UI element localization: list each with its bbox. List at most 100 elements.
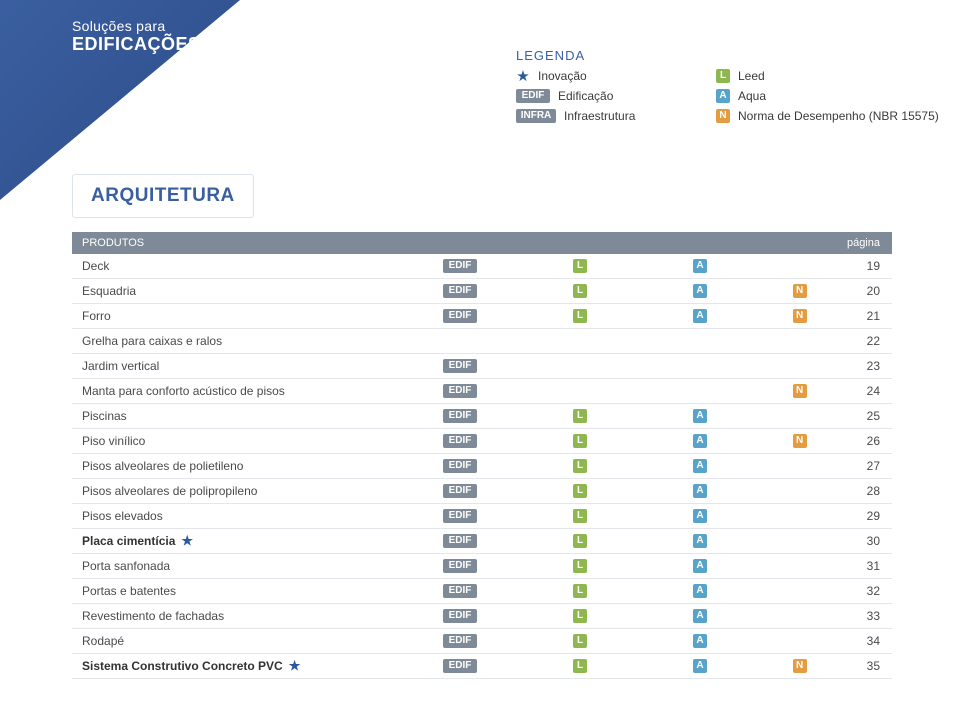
product-name-text: Grelha para caixas e ralos bbox=[82, 334, 222, 348]
product-name-cell: Esquadria bbox=[72, 284, 400, 298]
page-number: 29 bbox=[867, 509, 880, 523]
row-tail: 28 bbox=[760, 484, 892, 498]
page-number: 22 bbox=[867, 334, 880, 348]
product-name: Placa cimentícia★ bbox=[82, 533, 400, 549]
product-name-cell: Placa cimentícia★ bbox=[72, 533, 400, 549]
page-number: 21 bbox=[867, 309, 880, 323]
product-name-cell: Portas e batentes bbox=[72, 584, 400, 598]
product-name-text: Manta para conforto acústico de pisos bbox=[82, 384, 285, 398]
page-number: 25 bbox=[867, 409, 880, 423]
leed-cell: L bbox=[520, 434, 640, 448]
edif-badge: EDIF bbox=[443, 359, 477, 373]
table-row: Pisos alveolares de polipropilenoEDIFLA2… bbox=[72, 479, 892, 504]
leed-cell: L bbox=[520, 284, 640, 298]
aqua-badge: A bbox=[693, 434, 707, 448]
leed-cell: L bbox=[520, 309, 640, 323]
edif-badge: EDIF bbox=[443, 534, 477, 548]
legend-item: ★Inovação bbox=[516, 69, 716, 83]
aqua-cell: A bbox=[640, 259, 760, 273]
section-title-box: ARQUITETURA bbox=[72, 174, 254, 218]
aqua-cell: A bbox=[640, 634, 760, 648]
product-name-text: Pisos alveolares de polietileno bbox=[82, 459, 243, 473]
page-number: 32 bbox=[867, 584, 880, 598]
edif-badge: EDIF bbox=[443, 509, 477, 523]
leed-badge: L bbox=[573, 284, 587, 298]
row-tail: 31 bbox=[760, 559, 892, 573]
header-title: EDIFICAÇÕES bbox=[72, 34, 201, 55]
leed-cell: L bbox=[520, 584, 640, 598]
row-tail: N 24 bbox=[760, 384, 892, 398]
product-name-text: Pisos alveolares de polipropileno bbox=[82, 484, 257, 498]
header-subtitle: Soluções para bbox=[72, 18, 201, 34]
row-tail: 25 bbox=[760, 409, 892, 423]
edif-badge: EDIF bbox=[443, 284, 477, 298]
product-name: Pisos alveolares de polipropileno bbox=[82, 484, 400, 498]
aqua-badge: A bbox=[693, 409, 707, 423]
edif-cell: EDIF bbox=[400, 384, 520, 398]
edif-badge: EDIF bbox=[443, 384, 477, 398]
page-number: 24 bbox=[867, 384, 880, 398]
product-name-cell: Revestimento de fachadas bbox=[72, 609, 400, 623]
product-name: Jardim vertical bbox=[82, 359, 400, 373]
edif-badge: EDIF bbox=[443, 634, 477, 648]
edif-badge: EDIF bbox=[443, 459, 477, 473]
legend-label: Inovação bbox=[538, 69, 587, 83]
product-name: Sistema Construtivo Concreto PVC★ bbox=[82, 658, 400, 674]
star-icon: ★ bbox=[181, 533, 193, 549]
product-name-cell: Manta para conforto acústico de pisos bbox=[72, 384, 400, 398]
edif-cell: EDIF bbox=[400, 434, 520, 448]
edif-cell: EDIF bbox=[400, 259, 520, 273]
edif-cell: EDIF bbox=[400, 659, 520, 673]
aqua-cell: A bbox=[640, 409, 760, 423]
product-name: Porta sanfonada bbox=[82, 559, 400, 573]
leed-badge: L bbox=[573, 259, 587, 273]
edif-badge: EDIF bbox=[443, 584, 477, 598]
legend-badge: L bbox=[716, 69, 730, 83]
legend-badge: EDIF bbox=[516, 89, 550, 103]
edif-badge: EDIF bbox=[443, 309, 477, 323]
legend-label: Infraestrutura bbox=[564, 109, 635, 123]
product-name-cell: Porta sanfonada bbox=[72, 559, 400, 573]
table-row: Jardim verticalEDIF23 bbox=[72, 354, 892, 379]
row-tail: N35 bbox=[760, 659, 892, 673]
row-tail: 33 bbox=[760, 609, 892, 623]
aqua-cell: A bbox=[640, 609, 760, 623]
edif-cell: EDIF bbox=[400, 409, 520, 423]
leed-cell: L bbox=[520, 609, 640, 623]
leed-badge: L bbox=[573, 409, 587, 423]
product-name: Deck bbox=[82, 259, 400, 273]
aqua-badge: A bbox=[693, 259, 707, 273]
legend-panel: LEGENDA ★InovaçãoLLeedEDIFEdificaçãoAAqu… bbox=[516, 48, 936, 123]
row-tail: 34 bbox=[760, 634, 892, 648]
product-name-text: Jardim vertical bbox=[82, 359, 159, 373]
product-name-cell: Piso vinílico bbox=[72, 434, 400, 448]
aqua-cell: A bbox=[640, 284, 760, 298]
aqua-badge: A bbox=[693, 634, 707, 648]
row-tail: N20 bbox=[760, 284, 892, 298]
row-tail: N26 bbox=[760, 434, 892, 448]
aqua-badge: A bbox=[693, 284, 707, 298]
edif-cell: EDIF bbox=[400, 584, 520, 598]
product-name: Portas e batentes bbox=[82, 584, 400, 598]
edif-cell: EDIF bbox=[400, 509, 520, 523]
edif-badge: EDIF bbox=[443, 559, 477, 573]
aqua-badge: A bbox=[693, 534, 707, 548]
edif-cell: EDIF bbox=[400, 634, 520, 648]
product-name-text: Rodapé bbox=[82, 634, 124, 648]
table-row: Portas e batentesEDIFLA32 bbox=[72, 579, 892, 604]
norma-badge: N bbox=[793, 384, 807, 398]
legend-title: LEGENDA bbox=[516, 48, 936, 63]
table-row: RodapéEDIFLA34 bbox=[72, 629, 892, 654]
edif-badge: EDIF bbox=[443, 259, 477, 273]
table-row: ForroEDIFLAN21 bbox=[72, 304, 892, 329]
edif-cell: EDIF bbox=[400, 484, 520, 498]
norma-badge: N bbox=[793, 284, 807, 298]
leed-badge: L bbox=[573, 309, 587, 323]
legend-label: Aqua bbox=[738, 89, 766, 103]
legend-item: NNorma de Desempenho (NBR 15575) bbox=[716, 109, 956, 123]
leed-badge: L bbox=[573, 659, 587, 673]
aqua-badge: A bbox=[693, 509, 707, 523]
product-name-cell: Pisos alveolares de polietileno bbox=[72, 459, 400, 473]
norma-cell: N bbox=[793, 384, 807, 398]
page-number: 19 bbox=[867, 259, 880, 273]
